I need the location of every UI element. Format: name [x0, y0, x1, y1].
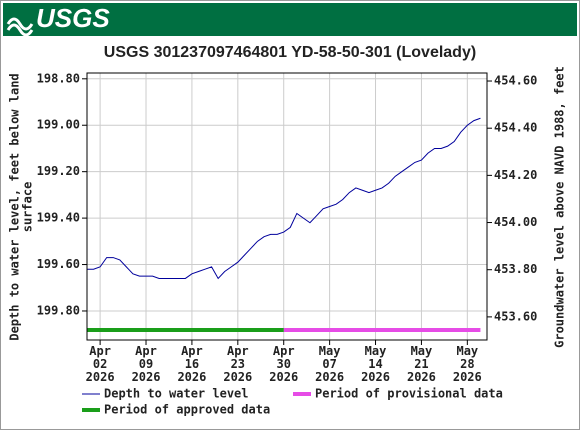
legend-label: Period of provisional data [315, 387, 503, 401]
y-tick-label: 199.80 [37, 303, 80, 317]
y2-tick-label: 453.80 [494, 262, 537, 276]
header-bar [3, 3, 577, 36]
y-tick-label: 199.60 [37, 257, 80, 271]
y-axis-label: Depth to water level, feet below land su… [8, 73, 35, 340]
x-tick-label: May 14 2026 [361, 344, 390, 384]
y-label-line: Depth to water level, feet below land [8, 73, 22, 340]
y-tick-label: 198.80 [37, 71, 80, 85]
y2-tick-label: 454.00 [494, 215, 537, 229]
x-tick-label: Apr 02 2026 [86, 344, 115, 384]
chart-title: USGS 301237097464801 YD-58-50-301 (Lovel… [104, 44, 476, 61]
x-tick-label: May 21 2026 [407, 344, 436, 384]
x-tick-label: May 07 2026 [315, 344, 344, 384]
y-tick-label: 199.20 [37, 164, 80, 178]
x-tick-label: Apr 16 2026 [177, 344, 206, 384]
y2-tick-label: 454.60 [494, 74, 537, 88]
y2-tick-label: 454.40 [494, 121, 537, 135]
data-line [87, 117, 481, 280]
legend: Depth to water level Period of provisiona… [82, 387, 503, 417]
x-tick-label: Apr 09 2026 [132, 344, 161, 384]
x-tick-label: Apr 23 2026 [223, 344, 252, 384]
grid [87, 73, 487, 340]
x-tick-label: Apr 30 2026 [269, 344, 298, 384]
x-tick-label: May 28 2026 [453, 344, 482, 384]
y2-tick-label: 454.20 [494, 168, 537, 182]
y2-tick-label: 453.60 [494, 309, 537, 323]
plot-frame [86, 72, 488, 341]
legend-label: Period of approved data [104, 403, 270, 417]
plot [87, 117, 481, 332]
y-label-line: surface [21, 182, 35, 233]
y-tick-label: 199.00 [37, 118, 80, 132]
legend-label: Depth to water level [104, 387, 249, 401]
y-tick-label: 199.40 [37, 211, 80, 225]
logo: USGS [36, 3, 110, 33]
logo-icon [6, 17, 34, 37]
y2-axis-label: Groundwater level above NAVD 1988, feet [553, 66, 567, 348]
